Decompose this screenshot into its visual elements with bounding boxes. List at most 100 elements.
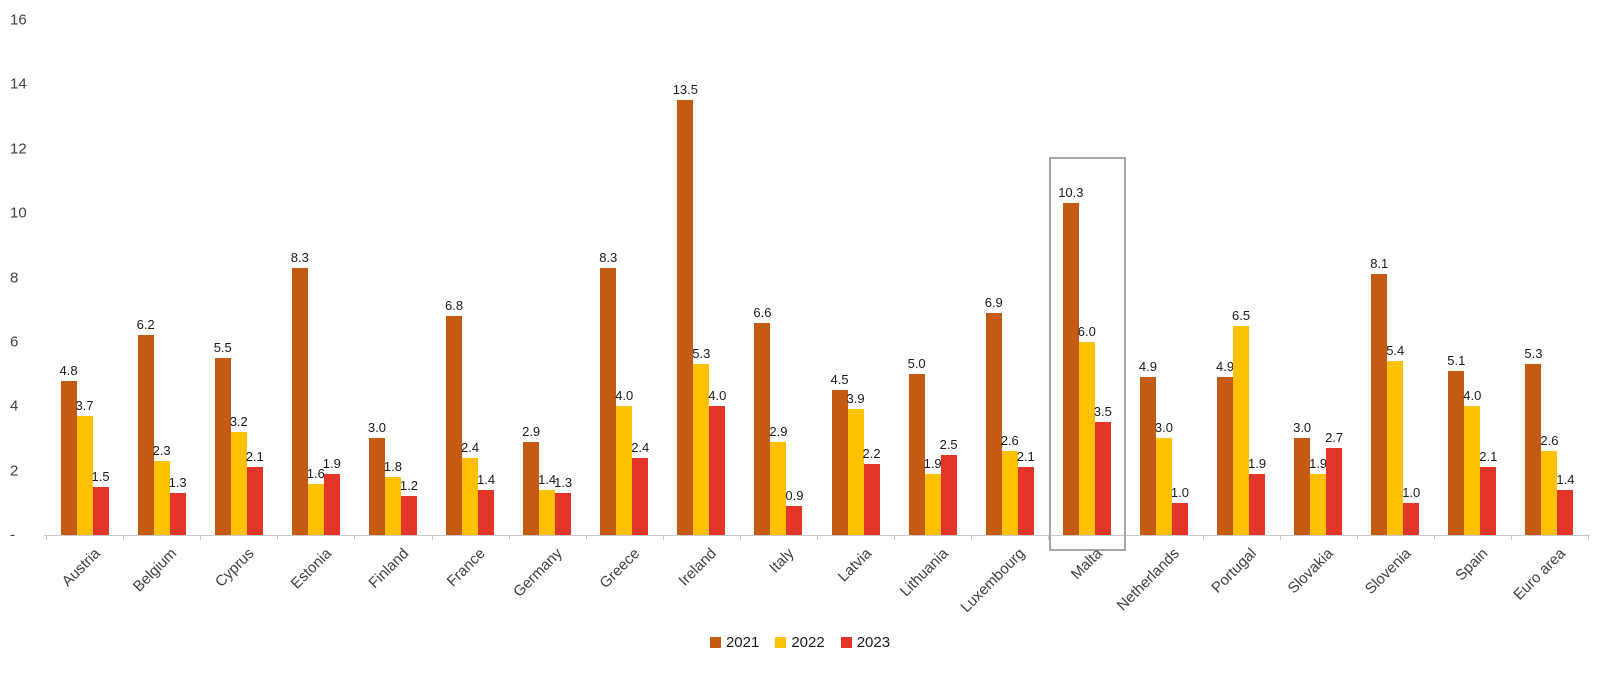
bar-2023-germany: [555, 493, 572, 535]
category-label-text: Cyprus: [212, 545, 258, 591]
x-axis-tick: [662, 536, 664, 540]
x-axis-tick: [1588, 536, 1589, 540]
data-label-2023-greece: 2.4: [631, 439, 650, 455]
bar-2022-malta: [1078, 341, 1095, 535]
data-label-2021-latvia: 4.5: [830, 372, 849, 388]
bar-2021-france: [446, 316, 463, 535]
data-label-2023-spain: 2.1: [1479, 449, 1498, 465]
x-axis-tick: [1356, 536, 1358, 540]
data-label-2021-cyprus: 5.5: [213, 339, 232, 355]
legend-item-2021: 2021: [709, 634, 760, 651]
x-axis-tick: [1202, 536, 1204, 540]
data-label-2023-austria: 1.5: [91, 468, 110, 484]
bar-2021-ireland: [677, 100, 694, 535]
x-axis-tick: [508, 536, 510, 540]
bar-2023-spain: [1480, 467, 1497, 535]
bar-2021-lithuania: [908, 374, 925, 535]
legend-item-2023: 2023: [840, 634, 891, 651]
data-label-2022-ireland: 5.3: [692, 346, 711, 362]
y-axis-tick-label: 2: [10, 462, 19, 480]
data-label-2022-slovakia: 1.9: [1309, 455, 1328, 471]
data-label-2022-luxembourg: 2.6: [1000, 433, 1019, 449]
x-axis-tick: [1510, 536, 1512, 540]
data-label-2021-greece: 8.3: [599, 249, 618, 265]
category-label-text: Slovakia: [1285, 545, 1338, 598]
bar-2022-cyprus: [230, 432, 247, 535]
data-label-2021-estonia: 8.3: [290, 249, 309, 265]
category-label-text: Latvia: [834, 545, 875, 586]
y-axis-tick-label: 14: [10, 75, 27, 93]
data-label-2021-finland: 3.0: [367, 420, 386, 436]
y-axis-tick-label: 4: [10, 397, 19, 415]
x-axis-tick: [1048, 536, 1050, 540]
category-label-text: Estonia: [287, 545, 335, 593]
legend-label-2023: 2023: [856, 634, 891, 651]
bar-2023-greece: [632, 457, 649, 535]
bar-2023-austria: [92, 486, 109, 535]
data-label-2021-portugal: 4.9: [1216, 359, 1235, 375]
data-label-2021-lithuania: 5.0: [907, 356, 926, 372]
bar-2021-latvia: [831, 390, 848, 535]
data-label-2022-netherlands: 3.0: [1154, 420, 1173, 436]
bar-2022-euro-area: [1541, 451, 1558, 535]
category-label-text: Germany: [510, 545, 567, 601]
data-label-2022-portugal: 6.5: [1232, 307, 1251, 323]
bar-2021-netherlands: [1139, 377, 1156, 535]
category-label-text: Slovenia: [1361, 545, 1415, 598]
data-label-2022-malta: 6.0: [1077, 323, 1096, 339]
bar-2021-austria: [60, 380, 77, 535]
category-label-text: Euro area: [1509, 545, 1569, 604]
data-label-2021-euro-area: 5.3: [1524, 346, 1543, 362]
category-label-text: Luxembourg: [957, 545, 1029, 616]
bar-2023-netherlands: [1171, 502, 1188, 535]
category-label-text: Italy: [765, 545, 798, 577]
bar-2023-luxembourg: [1017, 467, 1034, 535]
category-label-text: Portugal: [1208, 545, 1261, 597]
x-axis-tick: [894, 536, 896, 540]
highlight-box-malta: [1049, 157, 1127, 551]
data-label-2021-france: 6.8: [445, 298, 464, 314]
category-label-text: France: [444, 545, 490, 591]
category-label-text: Finland: [365, 545, 412, 592]
y-axis-tick-label: 8: [10, 269, 19, 286]
y-axis-tick-label: -: [10, 526, 15, 544]
bar-2022-germany: [539, 489, 556, 535]
bar-2021-finland: [368, 438, 385, 535]
bar-2023-italy: [786, 506, 803, 535]
bar-2022-france: [462, 457, 479, 535]
data-label-2023-euro-area: 1.4: [1556, 471, 1575, 487]
bar-2022-portugal: [1233, 325, 1250, 535]
data-label-2023-cyprus: 2.1: [245, 449, 264, 465]
bar-2022-austria: [76, 415, 93, 535]
bar-2023-france: [478, 489, 495, 535]
bar-2021-malta: [1062, 203, 1079, 535]
bar-2021-cyprus: [214, 357, 231, 535]
x-axis-tick: [277, 536, 279, 540]
x-axis-tick: [46, 536, 47, 540]
bar-2023-euro-area: [1557, 489, 1574, 535]
bar-2023-finland: [400, 496, 417, 535]
data-label-2021-slovakia: 3.0: [1293, 420, 1312, 436]
data-label-2021-germany: 2.9: [522, 423, 541, 439]
x-axis-tick: [1279, 536, 1281, 540]
data-label-2021-netherlands: 4.9: [1138, 359, 1157, 375]
legend-item-2022: 2022: [775, 634, 825, 651]
bar-2023-cyprus: [246, 467, 263, 535]
bar-2022-slovenia: [1387, 361, 1404, 535]
data-label-2021-ireland: 13.5: [672, 82, 698, 98]
bar-2021-belgium: [137, 335, 154, 535]
bar-2021-euro-area: [1525, 364, 1542, 535]
bar-2022-lithuania: [924, 473, 941, 535]
data-label-2023-luxembourg: 2.1: [1016, 449, 1035, 465]
category-label-text: Greece: [596, 545, 644, 592]
legend-label-2022: 2022: [791, 634, 825, 651]
data-label-2023-ireland: 4.0: [708, 388, 727, 404]
bar-2021-portugal: [1217, 377, 1234, 535]
x-axis-line: [44, 535, 1590, 536]
x-axis-tick: [200, 536, 202, 540]
data-label-2022-latvia: 3.9: [846, 391, 865, 407]
legend-label-2021: 2021: [725, 634, 760, 651]
data-label-2022-greece: 4.0: [615, 388, 634, 404]
legend-swatch-2023: [840, 637, 852, 648]
bar-2022-latvia: [847, 409, 864, 535]
